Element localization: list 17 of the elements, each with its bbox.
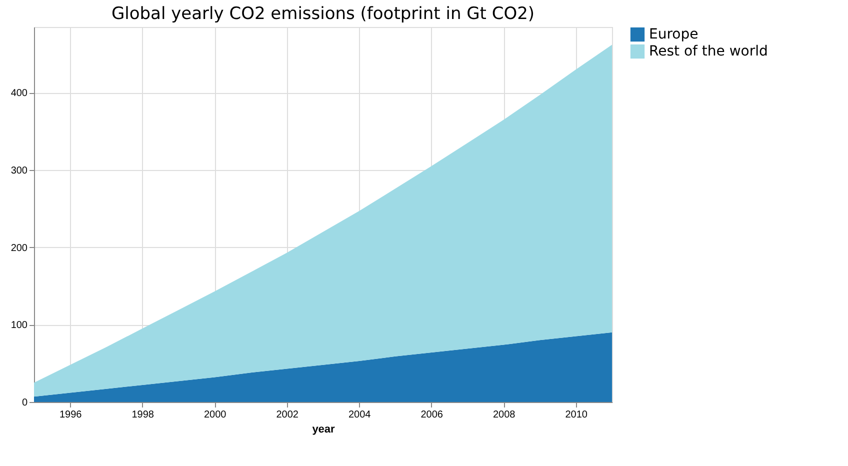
x-tick-label: 2006 [420, 410, 444, 420]
x-tick-label: 2008 [493, 410, 516, 420]
x-tick-label: 2004 [348, 410, 372, 420]
x-tick-label: 2010 [565, 410, 588, 420]
y-tick-label: 200 [10, 242, 28, 254]
y-tick-label: 0 [22, 398, 28, 408]
x-tick-label: 1996 [60, 410, 82, 420]
x-tick-label: 2000 [204, 410, 227, 420]
y-tick-label: 400 [10, 88, 28, 100]
legend-label: Rest of the world [649, 44, 768, 60]
chart-title: Global yearly CO2 emissions (footprint in Gt CO2) [111, 4, 535, 24]
x-tick-label: 1998 [132, 410, 154, 420]
x-axis-title: year [312, 424, 336, 436]
y-tick-label: 300 [10, 166, 28, 177]
y-tick-label: 100 [10, 320, 28, 332]
x-tick-label: 2002 [276, 410, 299, 420]
legend-label: Europe [649, 26, 698, 42]
